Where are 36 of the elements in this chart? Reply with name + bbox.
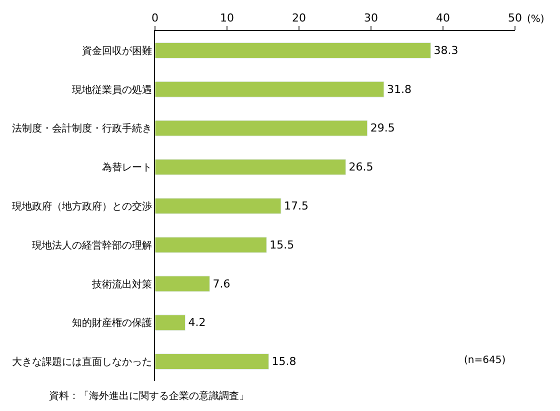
y-tick-label: 大きな課題には直面しなかった	[12, 356, 152, 368]
x-tick-label: 10	[220, 12, 234, 25]
text: 資料：「海外進出に関する企業の意識調査」	[49, 390, 249, 402]
bar	[155, 236, 267, 253]
x-tick-label: 40	[436, 12, 450, 25]
bar	[155, 81, 384, 98]
data-label: 26.5	[348, 160, 374, 174]
data-label: 15.5	[270, 238, 294, 252]
x-tick-label: 0	[152, 12, 158, 25]
x-tick-label: 20	[292, 12, 306, 25]
bar	[155, 198, 282, 214]
y-tick-label: 現地政府（地方政府）との交渉	[12, 200, 152, 212]
bar	[155, 159, 346, 176]
data-label: 17.5	[284, 200, 308, 212]
y-tick-label: 現地法人の経営幹部の理解	[32, 239, 152, 252]
data-label: 29.5	[370, 122, 395, 135]
y-tick-label: 技術流出対策	[91, 278, 152, 290]
bar	[155, 42, 432, 58]
data-label: 4.2	[188, 316, 206, 330]
bar	[155, 120, 368, 136]
annotation: (n=645)	[464, 355, 506, 366]
data-label: 38.3	[434, 44, 458, 57]
x-tick-label: 50	[508, 12, 522, 25]
data-label: 7.6	[212, 277, 230, 290]
bar	[155, 276, 210, 292]
y-tick-label: 知的財産権の保護	[72, 317, 152, 330]
data-label: 15.8	[272, 355, 296, 368]
y-tick-label: 現地従業員の処遇	[72, 84, 152, 96]
y-tick-label: 為替レート	[102, 162, 152, 174]
y-tick-label: 資金回収が困難	[82, 44, 152, 57]
y-tick-label: 法制度・会計制度・行政手続き	[12, 122, 152, 135]
x-tick-label: 30	[364, 12, 378, 25]
bar	[155, 314, 186, 331]
x-axis-title: (%)	[527, 14, 544, 25]
data-label: 31.8	[386, 82, 412, 96]
bar	[155, 354, 270, 370]
